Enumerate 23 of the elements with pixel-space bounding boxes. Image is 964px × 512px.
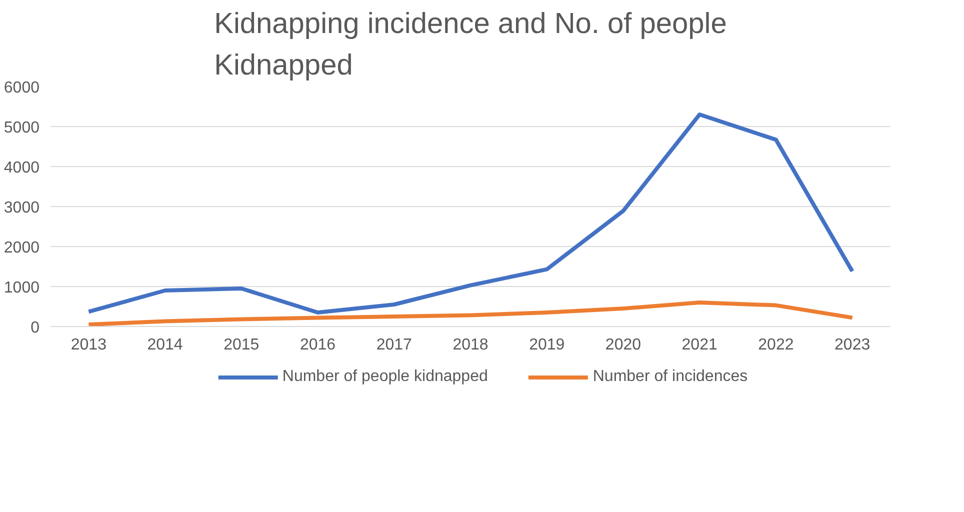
y-tick-label: 4000 bbox=[4, 160, 40, 176]
chart-title: Kidnapping incidence and No. of people Kidnapped bbox=[214, 8, 727, 82]
legend-label: Number of people kidnapped bbox=[282, 368, 488, 386]
y-tick-label: 3000 bbox=[4, 200, 40, 216]
y-tick-label: 0 bbox=[30, 320, 40, 336]
line-series bbox=[86, 112, 854, 314]
legend-label: Number of incidences bbox=[592, 368, 748, 386]
x-tick-label: 2017 bbox=[376, 336, 412, 354]
x-tick-label: 2014 bbox=[147, 336, 183, 354]
x-tick-label: 2015 bbox=[224, 336, 260, 354]
y-tick-label: 5000 bbox=[4, 120, 40, 136]
x-tick-label: 2018 bbox=[452, 336, 488, 354]
x-tick-label: 2023 bbox=[834, 336, 870, 354]
line-series bbox=[86, 300, 854, 326]
x-tick-label: 2019 bbox=[529, 336, 565, 354]
y-tick-label: 1000 bbox=[4, 280, 40, 296]
x-tick-label: 2016 bbox=[300, 336, 336, 354]
y-tick-label: 2000 bbox=[4, 240, 40, 256]
x-tick-label: 2020 bbox=[605, 336, 642, 354]
x-tick-label: 2013 bbox=[70, 336, 107, 354]
x-tick-label: 2022 bbox=[758, 336, 794, 354]
y-tick-label: 6000 bbox=[4, 80, 40, 96]
x-tick-label: 2021 bbox=[682, 336, 718, 354]
